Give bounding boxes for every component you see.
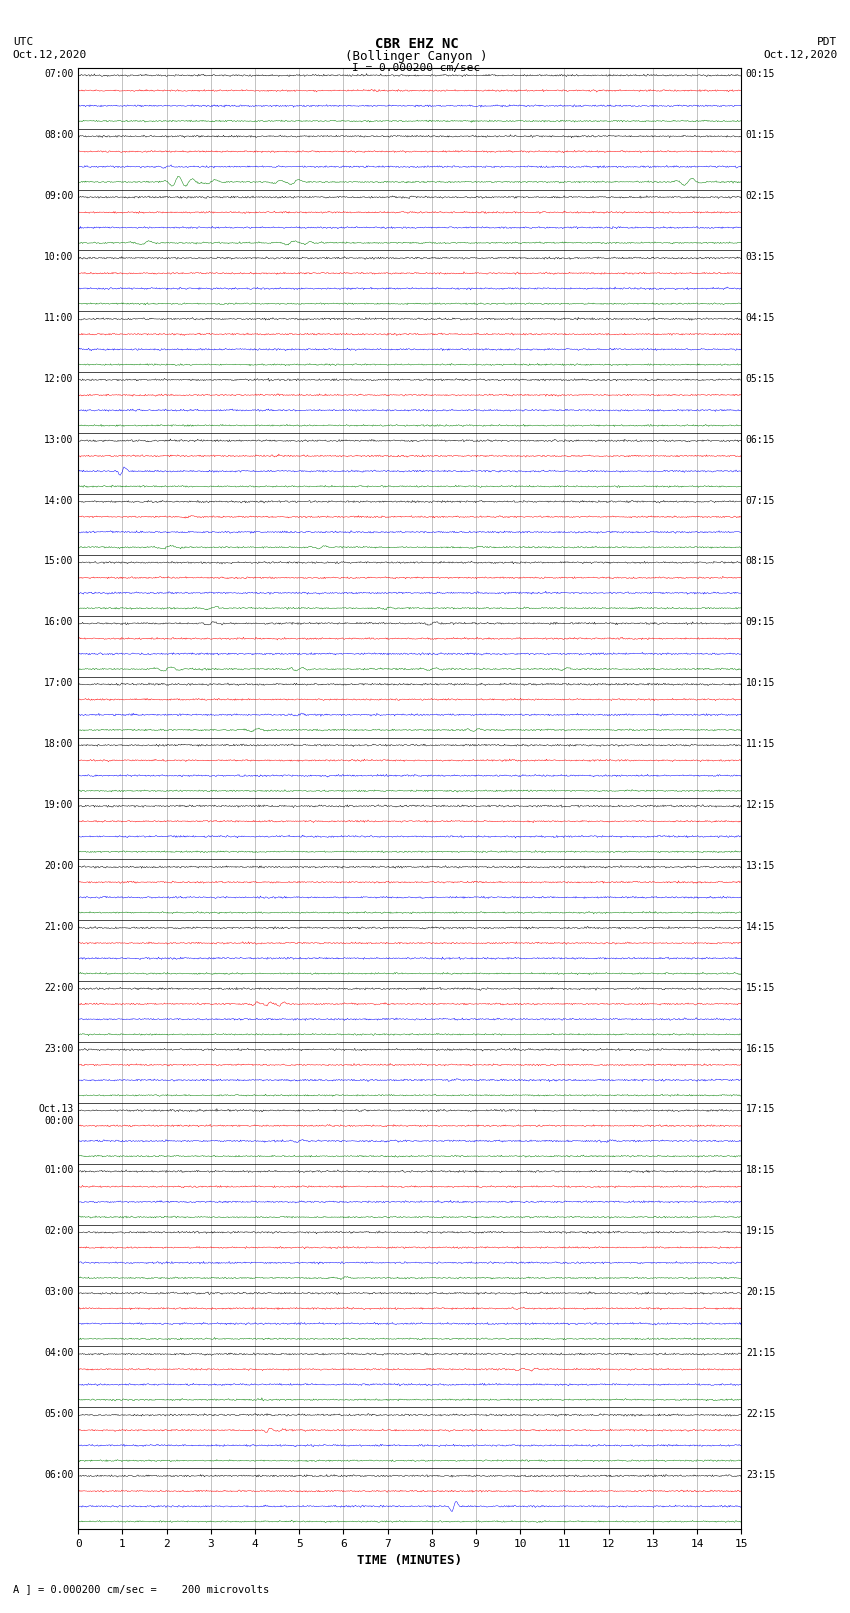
Text: 16:15: 16:15 <box>745 1044 775 1053</box>
Text: 14:00: 14:00 <box>44 495 74 505</box>
Text: I = 0.000200 cm/sec: I = 0.000200 cm/sec <box>353 63 480 73</box>
Text: 11:15: 11:15 <box>745 739 775 748</box>
Text: CBR EHZ NC: CBR EHZ NC <box>375 37 458 52</box>
Text: 21:15: 21:15 <box>745 1348 775 1358</box>
Text: 22:00: 22:00 <box>44 982 74 992</box>
Text: 10:15: 10:15 <box>745 677 775 689</box>
Text: 15:15: 15:15 <box>745 982 775 992</box>
Text: 04:15: 04:15 <box>745 313 775 323</box>
Text: 01:00: 01:00 <box>44 1165 74 1176</box>
Text: 19:15: 19:15 <box>745 1226 775 1236</box>
Text: 03:15: 03:15 <box>745 252 775 261</box>
Text: 03:00: 03:00 <box>44 1287 74 1297</box>
Text: (Bollinger Canyon ): (Bollinger Canyon ) <box>345 50 488 63</box>
Text: 07:15: 07:15 <box>745 495 775 505</box>
X-axis label: TIME (MINUTES): TIME (MINUTES) <box>357 1555 462 1568</box>
Text: PDT: PDT <box>817 37 837 47</box>
Text: 06:15: 06:15 <box>745 434 775 445</box>
Text: A ] = 0.000200 cm/sec =    200 microvolts: A ] = 0.000200 cm/sec = 200 microvolts <box>13 1584 269 1594</box>
Text: 13:15: 13:15 <box>745 861 775 871</box>
Text: 12:00: 12:00 <box>44 374 74 384</box>
Text: 00:15: 00:15 <box>745 69 775 79</box>
Text: 02:00: 02:00 <box>44 1226 74 1236</box>
Text: 11:00: 11:00 <box>44 313 74 323</box>
Text: 13:00: 13:00 <box>44 434 74 445</box>
Text: 06:00: 06:00 <box>44 1469 74 1479</box>
Text: 01:15: 01:15 <box>745 131 775 140</box>
Text: 15:00: 15:00 <box>44 556 74 566</box>
Text: UTC: UTC <box>13 37 33 47</box>
Text: 20:00: 20:00 <box>44 861 74 871</box>
Text: 12:15: 12:15 <box>745 800 775 810</box>
Text: 09:00: 09:00 <box>44 190 74 202</box>
Text: 17:15: 17:15 <box>745 1105 775 1115</box>
Text: Oct.12,2020: Oct.12,2020 <box>13 50 87 60</box>
Text: 17:00: 17:00 <box>44 677 74 689</box>
Text: 10:00: 10:00 <box>44 252 74 261</box>
Text: 18:00: 18:00 <box>44 739 74 748</box>
Text: 05:15: 05:15 <box>745 374 775 384</box>
Text: 09:15: 09:15 <box>745 618 775 627</box>
Text: 19:00: 19:00 <box>44 800 74 810</box>
Text: 20:15: 20:15 <box>745 1287 775 1297</box>
Text: 21:00: 21:00 <box>44 921 74 932</box>
Text: 04:00: 04:00 <box>44 1348 74 1358</box>
Text: 23:15: 23:15 <box>745 1469 775 1479</box>
Text: 18:15: 18:15 <box>745 1165 775 1176</box>
Text: 16:00: 16:00 <box>44 618 74 627</box>
Text: 14:15: 14:15 <box>745 921 775 932</box>
Text: 23:00: 23:00 <box>44 1044 74 1053</box>
Text: Oct.13
00:00: Oct.13 00:00 <box>38 1105 74 1126</box>
Text: 02:15: 02:15 <box>745 190 775 202</box>
Text: 05:00: 05:00 <box>44 1408 74 1419</box>
Text: 22:15: 22:15 <box>745 1408 775 1419</box>
Text: 07:00: 07:00 <box>44 69 74 79</box>
Text: 08:00: 08:00 <box>44 131 74 140</box>
Text: Oct.12,2020: Oct.12,2020 <box>763 50 837 60</box>
Text: 08:15: 08:15 <box>745 556 775 566</box>
